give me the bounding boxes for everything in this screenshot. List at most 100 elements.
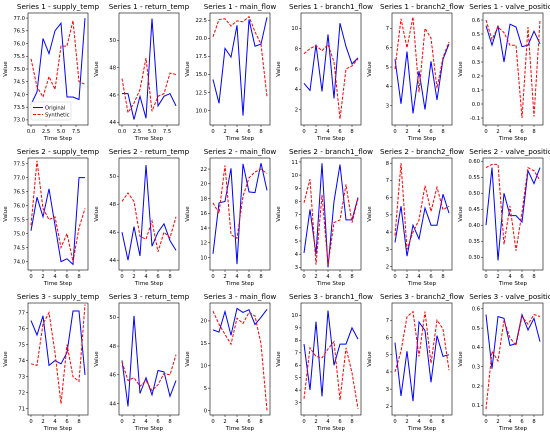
- y-tick-label: 5: [386, 213, 389, 219]
- x-tick-label: 2: [41, 274, 44, 280]
- y-tick-label: 5: [204, 386, 207, 392]
- axes-frame: [118, 12, 180, 126]
- y-tick-label: -0.1: [470, 116, 480, 122]
- subplot: Series 3 - branch2_flow 2 3 4 5 6 7 0 2 4 6 8 Time S…: [367, 292, 464, 432]
- y-axis-label: Value: [458, 206, 464, 222]
- x-tick-label: 0: [211, 129, 214, 135]
- x-tick-label: 4: [144, 274, 148, 280]
- x-axis-label: Time Step: [225, 426, 255, 432]
- y-tick-label: 0.3: [472, 365, 480, 371]
- x-tick-label: 0: [484, 274, 487, 280]
- y-tick-label: 8: [295, 199, 298, 205]
- y-axis-label: Value: [367, 351, 373, 367]
- y-tick-label: 0.4: [472, 46, 481, 52]
- original-series-line: [212, 163, 268, 265]
- axes-frame: [27, 302, 89, 416]
- synthetic-series-line: [212, 165, 268, 240]
- y-tick-label: 7: [386, 26, 389, 32]
- x-axis-label: Time Step: [498, 426, 528, 432]
- x-tick-label: 6: [338, 129, 341, 135]
- original-series-line: [394, 194, 450, 257]
- subplot-title: Series 2 - supply_temp: [17, 147, 100, 156]
- axes-frame: [300, 157, 362, 271]
- axes-frame: [482, 12, 544, 126]
- legend-label: Original: [45, 105, 65, 111]
- y-tick-label: 75.5: [13, 217, 25, 223]
- x-tick-label: 0: [29, 419, 32, 425]
- x-tick-label: 6: [65, 419, 68, 425]
- x-axis-label: Time Step: [498, 136, 528, 142]
- subplot-title: Series 2 - branch1_flow: [289, 147, 373, 156]
- subplot-title: Series 1 - branch1_flow: [289, 2, 373, 11]
- y-tick-label: 18: [200, 196, 207, 202]
- original-series-line: [121, 164, 177, 261]
- y-tick-label: 76.0: [13, 41, 25, 47]
- x-tick-label: 0: [302, 419, 305, 425]
- y-tick-label: 3: [295, 400, 298, 406]
- subplot-title: Series 2 - branch2_flow: [380, 147, 464, 156]
- synthetic-series-line: [212, 310, 268, 411]
- y-tick-label: 0.0: [472, 102, 480, 108]
- y-tick-label: 0.3: [472, 60, 480, 66]
- axes-frame: [391, 302, 453, 416]
- x-tick-label: 6: [247, 274, 250, 280]
- y-tick-label: 0.4: [472, 345, 481, 351]
- synthetic-series-line: [303, 340, 359, 409]
- y-tick-label: 77.5: [13, 161, 25, 167]
- x-tick-label: 4: [235, 419, 239, 425]
- y-tick-label: 6: [386, 335, 389, 341]
- y-tick-label: 0.6: [472, 307, 480, 313]
- x-tick-label: 8: [350, 274, 353, 280]
- y-tick-label: 2: [386, 264, 389, 270]
- x-tick-label: 4: [326, 274, 330, 280]
- x-tick-label: 8: [168, 419, 171, 425]
- y-tick-label: 75.5: [13, 54, 25, 60]
- x-axis-label: Time Step: [407, 136, 437, 142]
- x-tick-label: 6: [338, 274, 341, 280]
- y-tick-label: 75.0: [13, 67, 25, 73]
- subplot: Series 2 - valve_position 0.30 0.35 0.40 0.4…: [458, 147, 550, 287]
- subplot: Series 1 - main_flow 10.0 12.5 15.0 17.5 20.0…: [185, 2, 276, 142]
- x-tick-label: 4: [508, 419, 512, 425]
- x-tick-label: 8: [259, 129, 262, 135]
- y-axis-label: Value: [185, 206, 191, 222]
- original-series-line: [485, 312, 541, 369]
- y-tick-label: 48: [109, 65, 116, 71]
- x-tick-label: 8: [259, 419, 262, 425]
- x-tick-label: 8: [532, 274, 535, 280]
- original-series-line: [30, 310, 86, 376]
- x-tick-label: 6: [247, 129, 250, 135]
- y-tick-label: 6: [386, 46, 389, 52]
- x-tick-label: 6: [156, 419, 159, 425]
- y-tick-label: 48: [109, 202, 116, 208]
- x-axis-label: Time Step: [316, 136, 346, 142]
- y-tick-label: 8: [295, 46, 298, 52]
- y-tick-label: 9: [295, 326, 298, 332]
- original-series-line: [303, 163, 359, 268]
- x-axis-label: Time Step: [407, 426, 437, 432]
- synthetic-series-line: [303, 178, 359, 265]
- x-tick-label: 8: [441, 129, 444, 135]
- x-axis-label: Time Step: [316, 426, 346, 432]
- y-tick-label: 74.5: [13, 245, 25, 251]
- x-tick-label: 6: [429, 419, 432, 425]
- x-tick-label: 2: [496, 419, 499, 425]
- x-tick-label: 6: [520, 419, 523, 425]
- y-axis-label: Value: [367, 206, 373, 222]
- y-tick-label: 5: [295, 375, 298, 381]
- original-series-line: [485, 23, 541, 63]
- y-axis-label: Value: [94, 61, 100, 77]
- x-tick-label: 0: [120, 419, 123, 425]
- y-tick-label: 0.2: [472, 74, 480, 80]
- original-series-line: [394, 320, 450, 402]
- y-tick-label: 8: [295, 338, 298, 344]
- y-tick-label: 5: [295, 239, 298, 245]
- y-tick-label: 0.30: [468, 255, 480, 261]
- x-tick-label: 6: [520, 274, 523, 280]
- x-tick-label: 6: [338, 419, 341, 425]
- y-tick-label: 48: [109, 344, 116, 350]
- original-series-line: [485, 167, 541, 261]
